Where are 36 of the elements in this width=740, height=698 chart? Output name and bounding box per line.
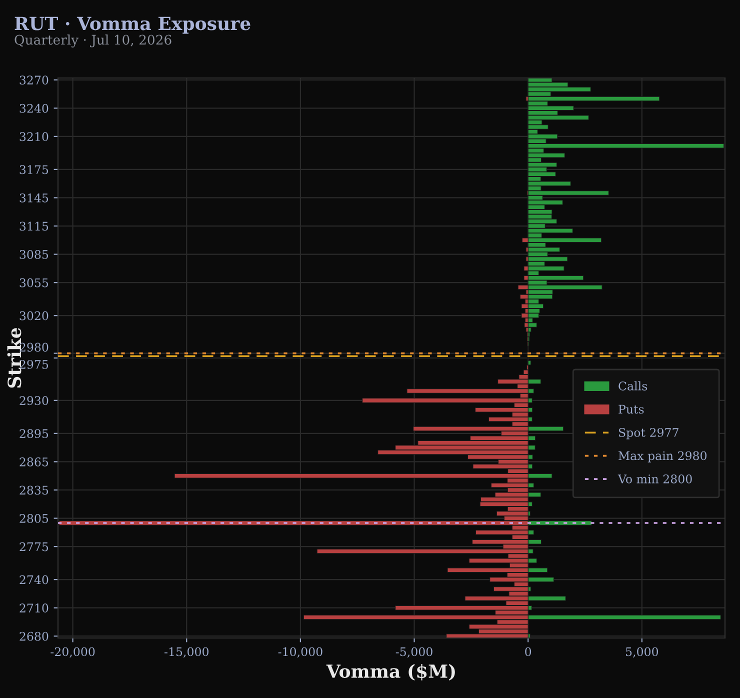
y-tick-label: 2775 [20, 542, 48, 552]
legend-label: Vo min 2800 [618, 474, 692, 484]
y-tick-label: 2710 [20, 604, 48, 612]
x-tick-label: 5,000 [626, 647, 658, 658]
y-tick-label: 3085 [20, 250, 48, 259]
y-tick-label: 3240 [20, 104, 48, 113]
y-tick-label: 2930 [20, 396, 48, 406]
x-tick-label: -10,000 [278, 647, 322, 658]
y-tick-label: 2975 [20, 360, 48, 369]
y-tick-label: 3115 [20, 222, 48, 231]
chart-title: RUT · Vomma Exposure [14, 16, 250, 34]
x-axis-title: Vomma ($M) [326, 664, 455, 681]
chart-subtitle: Quarterly · Jul 10, 2026 [14, 34, 172, 48]
y-tick-label: 3210 [20, 132, 48, 142]
y-tick-label: 3145 [20, 193, 48, 202]
legend-label: Calls [618, 381, 648, 390]
y-axis-title: Strike [7, 328, 22, 388]
y-tick-label: 3270 [20, 76, 48, 85]
y-tick-label: 3175 [20, 165, 48, 174]
y-tick-label: 2835 [20, 486, 48, 495]
y-tick-label: 2740 [20, 575, 48, 584]
y-tick-label: 2980 [20, 342, 48, 352]
x-tick-label: -15,000 [164, 647, 208, 658]
y-tick-label: 2680 [20, 632, 48, 641]
x-tick-label: -20,000 [50, 647, 95, 658]
legend-label: Spot 2977 [618, 428, 678, 440]
x-tick-label: 0 [525, 647, 532, 656]
y-tick-label: 2805 [20, 514, 48, 523]
legend-label: Puts [618, 404, 644, 414]
bar [528, 360, 532, 366]
y-tick-label: 2865 [20, 457, 48, 466]
y-tick-label: 2895 [20, 429, 48, 438]
x-tick-label: -5,000 [396, 647, 432, 658]
y-tick-label: 3055 [20, 278, 48, 288]
y-tick-label: 3020 [20, 311, 48, 320]
legend-label: Max pain 2980 [618, 451, 707, 462]
